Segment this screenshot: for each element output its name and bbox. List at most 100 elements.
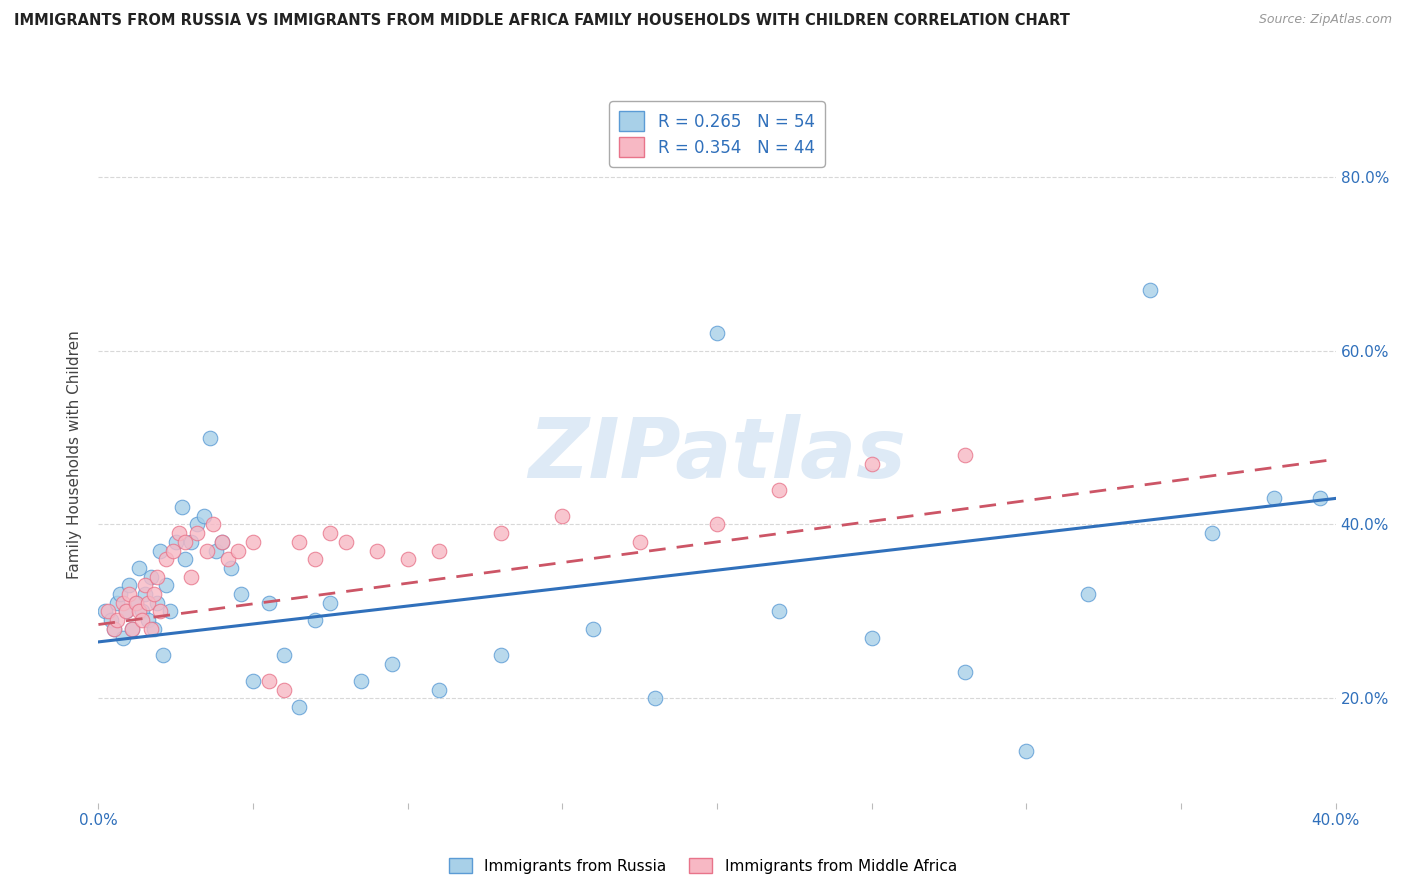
Point — [131, 613, 153, 627]
Point — [152, 648, 174, 662]
Point — [128, 561, 150, 575]
Point — [706, 326, 728, 340]
Point — [242, 534, 264, 549]
Point — [288, 534, 311, 549]
Point — [257, 674, 280, 689]
Point — [381, 657, 404, 671]
Point — [205, 543, 228, 558]
Point — [644, 691, 666, 706]
Point — [162, 543, 184, 558]
Point — [115, 605, 138, 619]
Point — [551, 508, 574, 523]
Point — [146, 596, 169, 610]
Point — [134, 587, 156, 601]
Point — [226, 543, 249, 558]
Point — [953, 665, 976, 680]
Point — [366, 543, 388, 558]
Point — [97, 605, 120, 619]
Point — [165, 534, 187, 549]
Point — [953, 448, 976, 462]
Point — [186, 526, 208, 541]
Point — [201, 517, 224, 532]
Point — [198, 430, 221, 444]
Text: ZIPatlas: ZIPatlas — [529, 415, 905, 495]
Point — [860, 457, 883, 471]
Point — [186, 517, 208, 532]
Point — [396, 552, 419, 566]
Point — [229, 587, 252, 601]
Point — [139, 622, 162, 636]
Point — [115, 605, 138, 619]
Point — [170, 500, 193, 514]
Text: Source: ZipAtlas.com: Source: ZipAtlas.com — [1258, 13, 1392, 27]
Point — [155, 578, 177, 592]
Point — [174, 534, 197, 549]
Point — [860, 631, 883, 645]
Point — [257, 596, 280, 610]
Point — [121, 622, 143, 636]
Point — [143, 587, 166, 601]
Point — [128, 605, 150, 619]
Point — [112, 596, 135, 610]
Point — [103, 622, 125, 636]
Point — [134, 578, 156, 592]
Point — [350, 674, 373, 689]
Point — [273, 648, 295, 662]
Point — [211, 534, 233, 549]
Point — [103, 622, 125, 636]
Point — [149, 605, 172, 619]
Point — [136, 596, 159, 610]
Point — [118, 587, 141, 601]
Point — [288, 700, 311, 714]
Point — [221, 561, 243, 575]
Y-axis label: Family Households with Children: Family Households with Children — [67, 331, 83, 579]
Point — [1263, 491, 1285, 506]
Point — [489, 648, 512, 662]
Point — [149, 543, 172, 558]
Point — [319, 596, 342, 610]
Point — [304, 613, 326, 627]
Point — [108, 587, 131, 601]
Point — [124, 596, 146, 610]
Point — [628, 534, 651, 549]
Point — [1309, 491, 1331, 506]
Point — [143, 622, 166, 636]
Legend: R = 0.265   N = 54, R = 0.354   N = 44: R = 0.265 N = 54, R = 0.354 N = 44 — [609, 102, 825, 167]
Point — [146, 570, 169, 584]
Point — [1077, 587, 1099, 601]
Point — [1015, 744, 1038, 758]
Point — [105, 596, 128, 610]
Point — [304, 552, 326, 566]
Text: IMMIGRANTS FROM RUSSIA VS IMMIGRANTS FROM MIDDLE AFRICA FAMILY HOUSEHOLDS WITH C: IMMIGRANTS FROM RUSSIA VS IMMIGRANTS FRO… — [14, 13, 1070, 29]
Point — [195, 543, 218, 558]
Legend: Immigrants from Russia, Immigrants from Middle Africa: Immigrants from Russia, Immigrants from … — [443, 852, 963, 880]
Point — [489, 526, 512, 541]
Point — [335, 534, 357, 549]
Point — [706, 517, 728, 532]
Point — [217, 552, 239, 566]
Point — [131, 605, 153, 619]
Point — [180, 570, 202, 584]
Point — [582, 622, 605, 636]
Point — [242, 674, 264, 689]
Point — [124, 596, 146, 610]
Point — [768, 605, 790, 619]
Point — [768, 483, 790, 497]
Point — [427, 682, 450, 697]
Point — [427, 543, 450, 558]
Point — [211, 534, 233, 549]
Point — [112, 631, 135, 645]
Point — [193, 508, 215, 523]
Point — [105, 613, 128, 627]
Point — [1201, 526, 1223, 541]
Point — [167, 526, 190, 541]
Point — [121, 622, 143, 636]
Point — [118, 578, 141, 592]
Point — [174, 552, 197, 566]
Point — [180, 534, 202, 549]
Point — [93, 605, 115, 619]
Point — [155, 552, 177, 566]
Point — [136, 613, 159, 627]
Point — [100, 613, 122, 627]
Point — [1139, 283, 1161, 297]
